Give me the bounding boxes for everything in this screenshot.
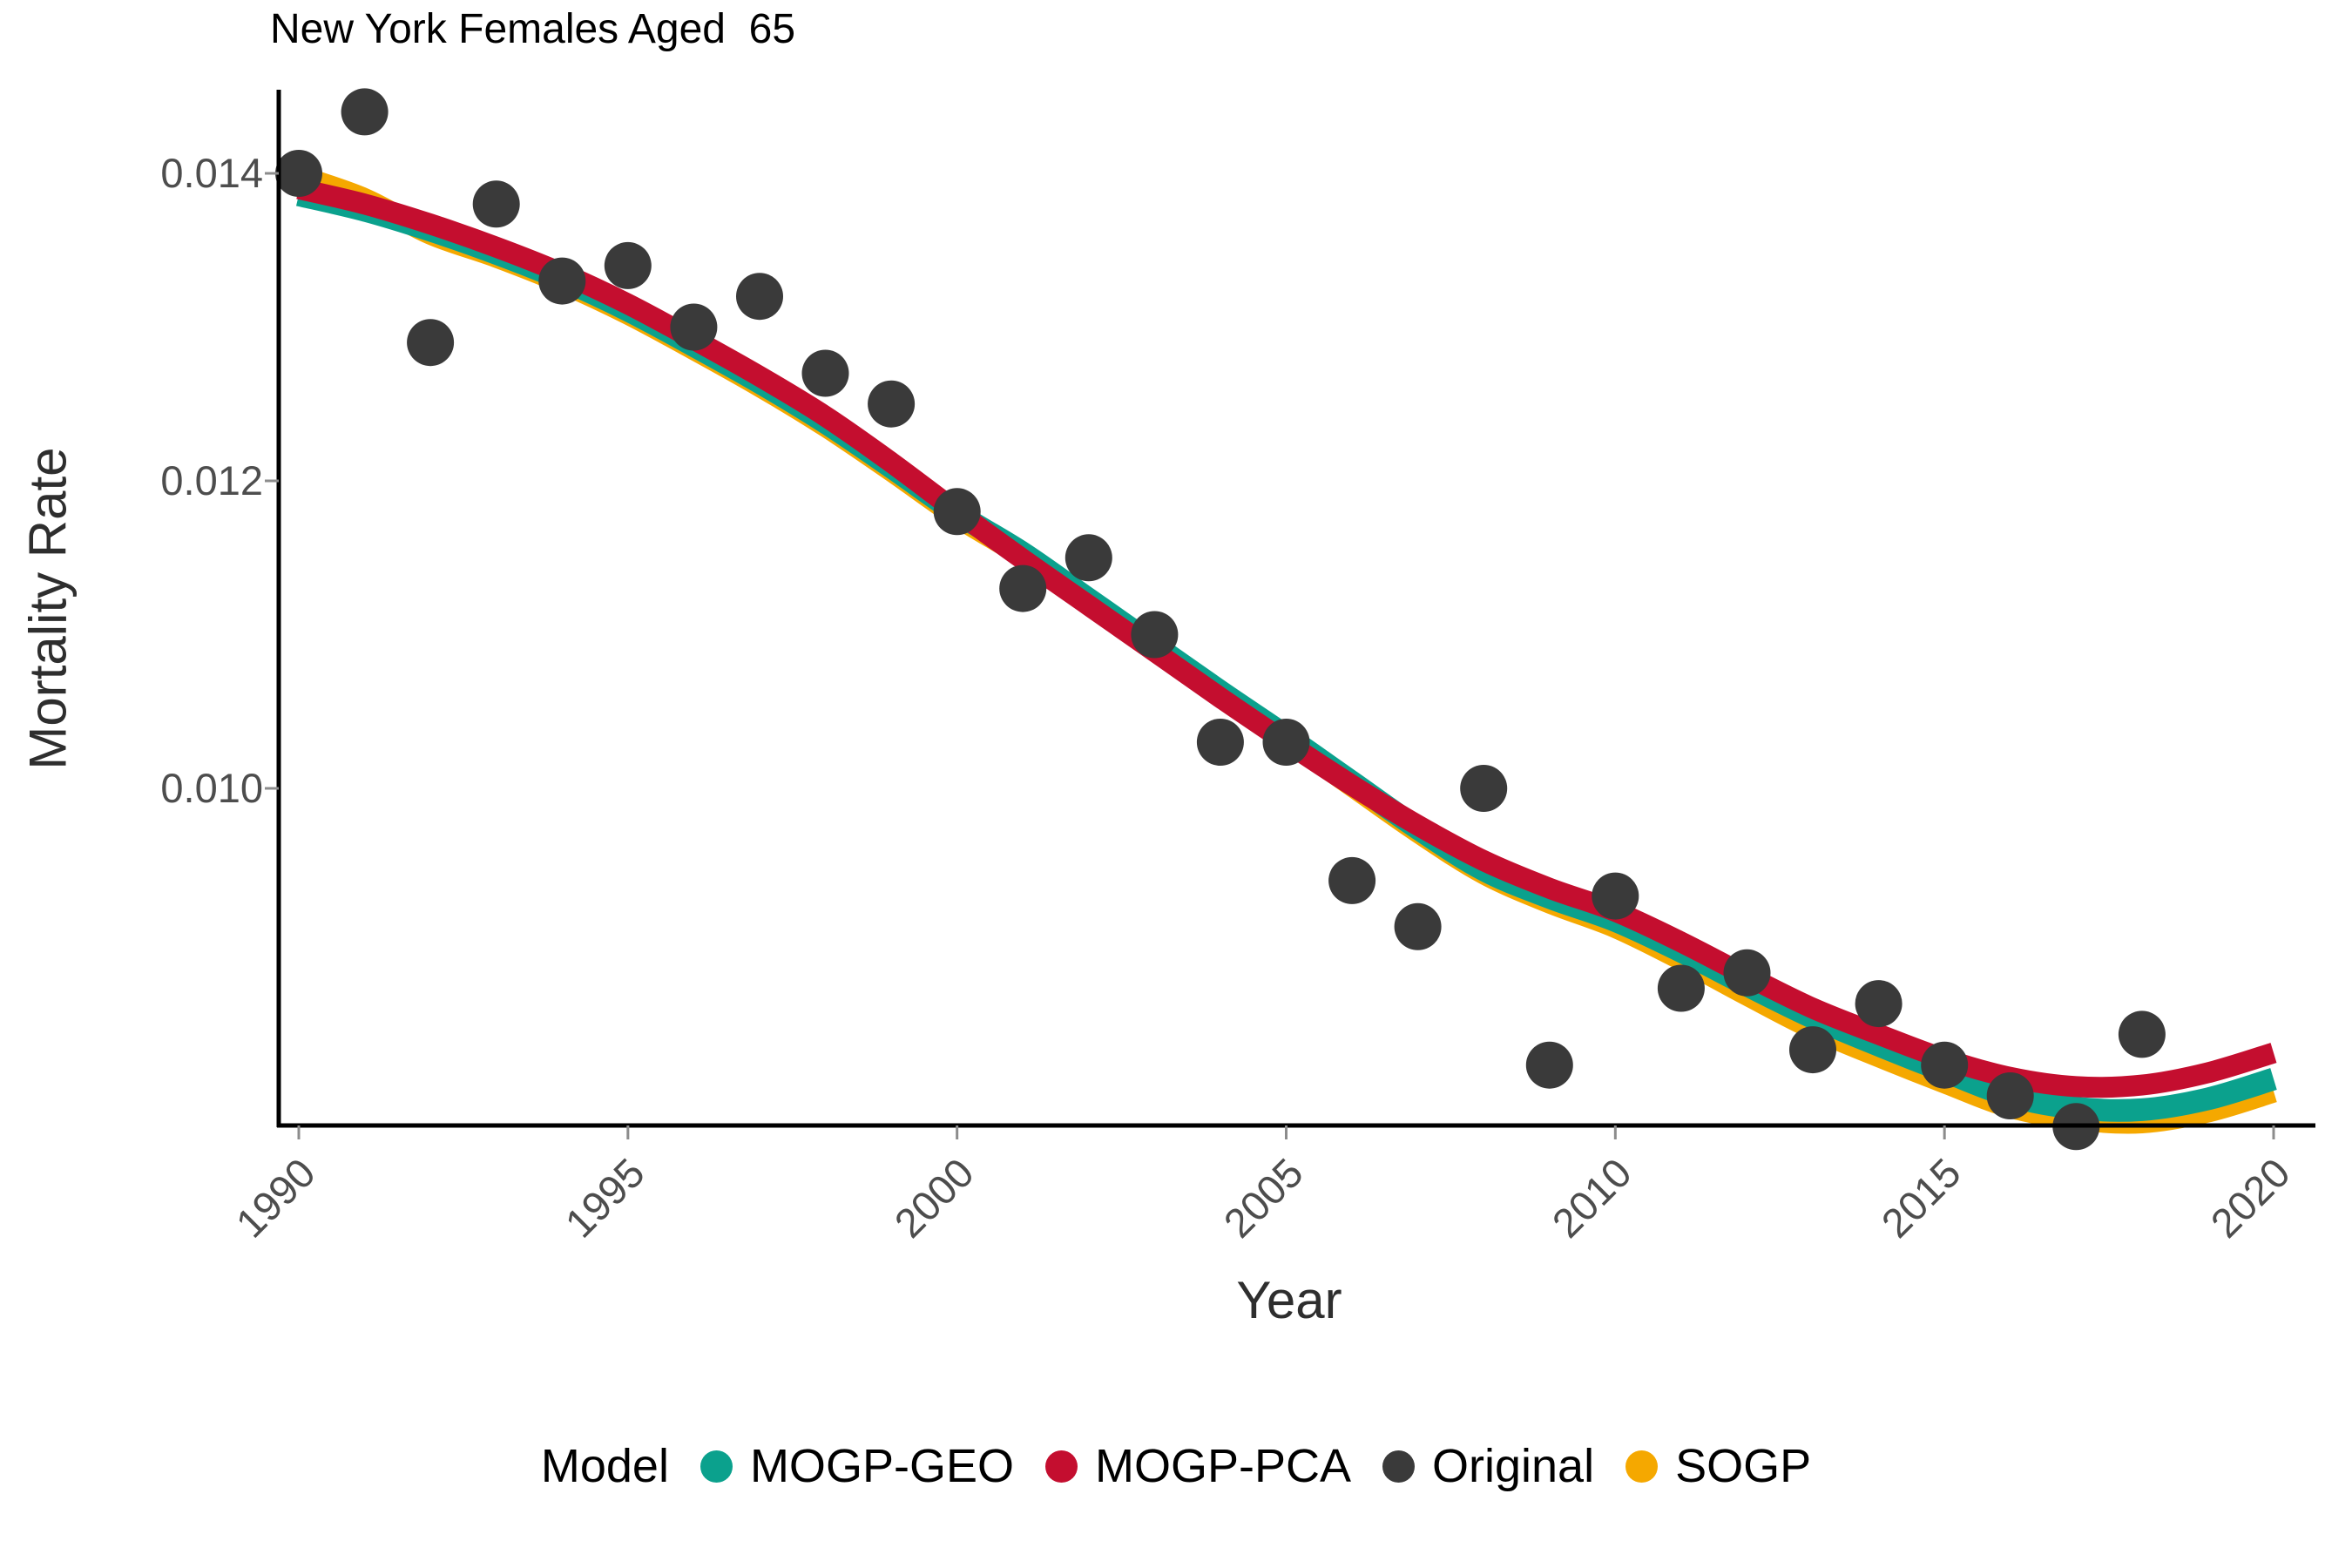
legend-title: Model [540,1440,669,1492]
original-point [1131,611,1179,659]
original-point [933,488,981,536]
original-point [275,150,322,197]
legend-key-dot [1382,1450,1415,1483]
model-lines-layer [294,166,2277,1134]
original-point [736,273,783,321]
original-point [1986,1072,2034,1119]
original-point [341,88,389,136]
legend-key-dot [1044,1450,1078,1483]
original-point [801,349,849,397]
original-point [1592,872,1639,920]
model-line-mogp-geo [295,184,2277,1122]
original-point [1789,1026,1836,1074]
original-point [538,257,586,305]
original-point [670,303,718,351]
y-axis-title: Mortality Rate [18,447,78,770]
legend-item-label: MOGP-PCA [1094,1440,1351,1492]
legend: Model MOGP-GEO MOGP-PCA Original SOGP [0,1439,2352,1493]
original-point [868,380,916,428]
legend-key-dot [1625,1450,1659,1483]
original-point [1657,964,1705,1012]
original-point [1328,856,1376,904]
axes-layer [265,90,2315,1139]
original-point [1855,980,1903,1028]
original-point [1921,1041,1969,1089]
y-tick-label: 0.014 [160,150,263,196]
chart-title: New York Females Aged 65 [270,6,796,52]
original-point [2118,1010,2166,1058]
y-tick-label: 0.010 [160,765,263,811]
original-point [1262,719,1310,766]
original-point [1064,534,1112,582]
legend-item-mogp-geo: MOGP-GEO [700,1439,1014,1493]
legend-item-original: Original [1382,1439,1594,1493]
y-tick-label: 0.012 [160,457,263,504]
original-point [407,319,455,367]
original-point [604,241,652,289]
legend-item-label: MOGP-GEO [749,1440,1014,1492]
legend-item-mogp-pca: MOGP-PCA [1044,1439,1351,1493]
original-point [1723,949,1771,997]
original-point [1394,902,1442,950]
original-point [1525,1041,1573,1089]
original-point [1196,719,1244,766]
original-point [472,180,520,228]
legend-key-dot [700,1450,733,1483]
original-points-layer [275,88,2166,1151]
legend-item-label: SOGP [1675,1440,1812,1492]
x-axis-title: Year [1236,1271,1342,1329]
legend-items: MOGP-GEO MOGP-PCA Original SOGP [700,1439,1811,1493]
legend-item-label: Original [1432,1440,1595,1492]
legend-item-sogp: SOGP [1625,1439,1811,1493]
model-line-mogp-pca [296,178,2277,1098]
original-point [999,564,1047,612]
model-line-sogp [294,166,2277,1134]
original-point [1460,765,1508,812]
